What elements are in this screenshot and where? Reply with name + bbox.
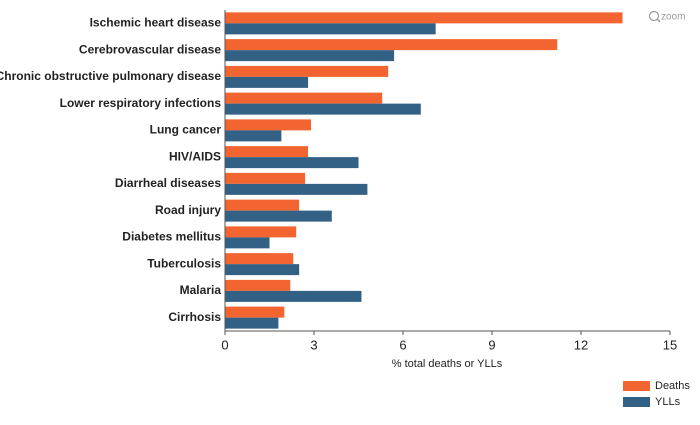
bar <box>225 279 291 291</box>
x-tick-label: 12 <box>574 337 588 352</box>
zoom-label: zoom <box>661 12 685 23</box>
x-tick-label: 9 <box>488 337 495 352</box>
legend-swatch <box>623 381 650 391</box>
bar <box>225 317 279 329</box>
bar <box>225 39 558 51</box>
bar <box>225 92 383 104</box>
bar <box>225 226 297 238</box>
bar <box>225 306 285 318</box>
legend-label: Deaths <box>655 380 690 392</box>
bar <box>225 130 282 142</box>
bar <box>225 253 294 265</box>
y-tick-label: Ischemic heart disease <box>90 16 222 30</box>
y-tick-label: Cerebrovascular disease <box>79 42 221 56</box>
legend-label: YLLs <box>655 396 681 408</box>
bar <box>225 146 309 158</box>
zoom-icon-handle <box>656 18 661 23</box>
y-tick-label: HIV/AIDS <box>169 149 221 163</box>
y-tick-label: Lower respiratory infections <box>60 96 222 110</box>
bar <box>225 290 362 302</box>
y-tick-label: Road injury <box>155 203 221 217</box>
bar <box>225 12 623 24</box>
bar <box>225 237 270 249</box>
bar <box>225 210 332 222</box>
bar <box>225 119 312 131</box>
x-tick-label: 6 <box>399 337 406 352</box>
bar <box>225 50 395 62</box>
y-tick-label: Chronic obstructive pulmonary disease <box>0 69 221 83</box>
x-tick-label: 15 <box>663 337 677 352</box>
y-tick-label: Cirrhosis <box>168 310 221 324</box>
bar <box>225 23 436 35</box>
bar <box>225 264 300 276</box>
bar <box>225 199 300 211</box>
bar <box>225 172 306 184</box>
bar <box>225 76 309 88</box>
bar <box>225 103 421 115</box>
x-axis-label: % total deaths or YLLs <box>392 358 503 370</box>
legend-swatch <box>623 397 650 407</box>
y-tick-label: Diarrheal diseases <box>115 176 221 190</box>
bar <box>225 157 359 169</box>
x-tick-label: 0 <box>221 337 228 352</box>
zoom-icon <box>648 10 660 22</box>
y-tick-label: Tuberculosis <box>147 256 221 270</box>
x-tick-label: 3 <box>310 337 317 352</box>
y-tick-label: Lung cancer <box>150 123 222 137</box>
y-tick-label: Diabetes mellitus <box>122 230 221 244</box>
bar <box>225 183 368 195</box>
y-tick-label: Malaria <box>180 283 222 297</box>
zoom-button[interactable]: zoom <box>648 10 686 23</box>
bar <box>225 65 389 77</box>
